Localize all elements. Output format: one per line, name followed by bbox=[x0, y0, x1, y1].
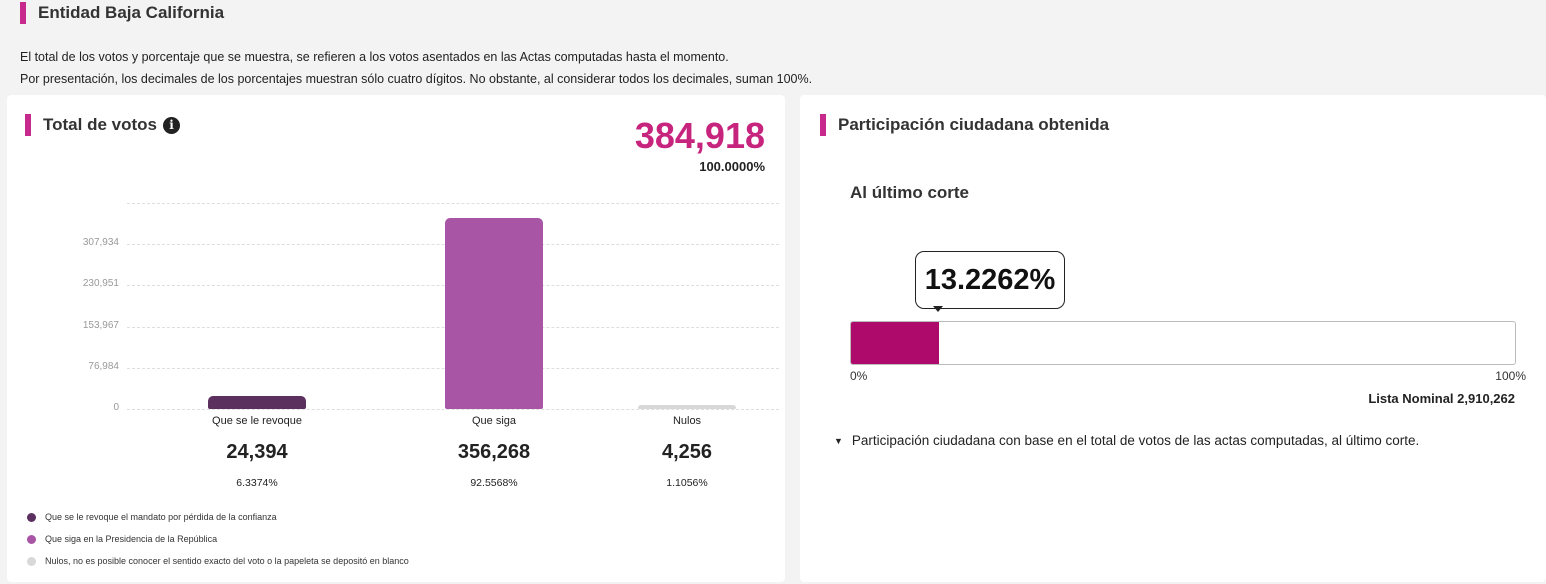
entity-title: Entidad Baja California bbox=[38, 3, 225, 22]
total-votes: 384,918 bbox=[634, 115, 765, 156]
y-tick-label: 76,984 bbox=[88, 360, 119, 372]
chart-bar[interactable] bbox=[208, 395, 306, 409]
y-tick-label: 230,951 bbox=[82, 278, 119, 290]
legend-item: Que se le revoque el mandato por pérdida… bbox=[27, 512, 277, 522]
participation-card-header: Participación ciudadana obtenida bbox=[820, 114, 1109, 136]
participation-card-title: Participación ciudadana obtenida bbox=[838, 115, 1110, 134]
votes-card: Total de votos i 384,918 100.0000% 0 76,9… bbox=[7, 95, 785, 582]
legend-label: Nulos, no es posible conocer el sentido … bbox=[45, 556, 409, 566]
legend-swatch bbox=[27, 534, 36, 544]
info-line-1: El total de los votos y porcentaje que s… bbox=[20, 50, 729, 64]
participation-progress-bar bbox=[850, 321, 1516, 365]
legend-swatch bbox=[27, 556, 36, 566]
progress-max-label: 100% bbox=[1495, 369, 1526, 383]
y-tick-label: 0 bbox=[113, 402, 119, 413]
legend-swatch bbox=[27, 512, 36, 522]
participation-progress-fill bbox=[851, 322, 939, 364]
candidate-votes: 356,268 bbox=[457, 441, 531, 463]
votes-card-header: Total de votos i bbox=[25, 114, 180, 136]
progress-min-label: 0% bbox=[850, 369, 868, 383]
accent-bar bbox=[25, 114, 31, 136]
total-percent: 100.0000% bbox=[699, 159, 765, 174]
participation-card: Participación ciudadana obtenida Al últi… bbox=[800, 95, 1546, 582]
lista-nominal: Lista Nominal 2,910,262 bbox=[1368, 391, 1515, 406]
chart-bar[interactable] bbox=[445, 218, 543, 409]
legend-label: Que se le revoque el mandato por pérdida… bbox=[45, 512, 277, 522]
legend-item: Nulos, no es posible conocer el sentido … bbox=[27, 556, 409, 566]
legend-item: Que siga en la Presidencia de la Repúbli… bbox=[27, 534, 217, 544]
candidate-percent: 1.1056% bbox=[666, 477, 708, 489]
entity-header: Entidad Baja California bbox=[20, 2, 224, 24]
accent-bar bbox=[20, 2, 26, 24]
candidate-percent: 6.3374% bbox=[236, 477, 278, 489]
caret-down-icon: ▼ bbox=[834, 435, 843, 446]
info-icon[interactable]: i bbox=[162, 116, 180, 134]
gridline bbox=[127, 203, 779, 204]
y-tick-label: 153,967 bbox=[82, 319, 119, 331]
candidate-percent: 92.5568% bbox=[470, 477, 518, 489]
y-tick-label: 307,934 bbox=[82, 237, 119, 249]
info-text: El total de los votos y porcentaje que s… bbox=[20, 46, 812, 90]
participation-subtitle: Al último corte bbox=[850, 183, 970, 202]
candidate-votes: 4,256 bbox=[661, 441, 713, 463]
votes-bar-chart: 0 76,984 153,967 230,951 307,934 Que se le re… bbox=[7, 95, 785, 582]
participation-note[interactable]: ▼ Participación ciudadana con base en el… bbox=[834, 433, 1419, 448]
chart-bar[interactable] bbox=[638, 405, 736, 409]
participation-note-text: Participación ciudadana con base en el t… bbox=[851, 433, 1420, 448]
x-tick-label: Nulos bbox=[672, 415, 702, 427]
x-tick-label: Que siga bbox=[471, 415, 517, 427]
gridline bbox=[127, 409, 779, 410]
participation-percent-bubble: 13.2262% bbox=[915, 251, 1065, 309]
accent-bar bbox=[820, 114, 826, 136]
votes-card-title: Total de votos bbox=[43, 115, 157, 134]
x-tick-label: Que se le revoque bbox=[212, 415, 302, 427]
info-line-2: Por presentación, los decimales de los p… bbox=[20, 72, 813, 86]
legend-label: Que siga en la Presidencia de la Repúbli… bbox=[45, 534, 218, 544]
bubble-pointer bbox=[933, 306, 943, 312]
candidate-votes: 24,394 bbox=[226, 441, 288, 463]
